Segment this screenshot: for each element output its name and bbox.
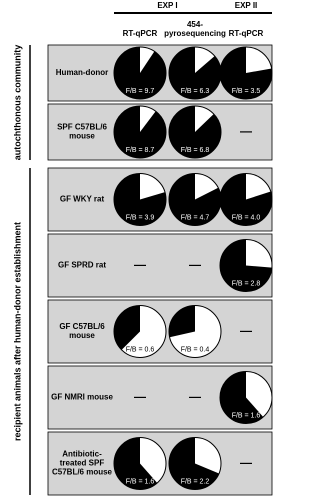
pie-outline bbox=[113, 305, 167, 358]
empty-mark: — bbox=[240, 456, 252, 470]
row-label: Antibiotic- bbox=[62, 450, 102, 459]
fb-label: F/B = 1.6 bbox=[232, 412, 261, 419]
pie-outline bbox=[113, 437, 167, 490]
row-label: C57BL/6 mouse bbox=[52, 468, 113, 477]
fb-label: F/B = 6.3 bbox=[181, 88, 210, 95]
row-label: GF NMRI mouse bbox=[51, 393, 113, 402]
pie-white bbox=[246, 239, 272, 268]
column-header: RT-qPCR bbox=[123, 29, 158, 38]
experiment-label: EXP I bbox=[157, 1, 177, 10]
fb-label: F/B = 8.7 bbox=[126, 147, 155, 154]
column-header: 454- bbox=[187, 20, 203, 29]
fb-label: F/B = 9.7 bbox=[126, 88, 155, 95]
pie-white bbox=[246, 371, 272, 417]
pie-outline bbox=[219, 239, 273, 292]
row-label: Human-donor bbox=[56, 68, 108, 77]
pie-outline bbox=[113, 46, 167, 100]
pie-outline bbox=[219, 371, 273, 424]
pie-outline bbox=[219, 173, 273, 226]
empty-mark: — bbox=[134, 258, 146, 272]
fb-label: F/B = 2.2 bbox=[181, 478, 210, 485]
row-label: mouse bbox=[69, 132, 95, 141]
pie-white bbox=[121, 305, 167, 358]
fb-label: F/B = 0.6 bbox=[126, 346, 155, 353]
pie-outline bbox=[113, 105, 167, 159]
pie-outline bbox=[168, 437, 222, 490]
pie-white bbox=[140, 46, 155, 73]
experiment-label: EXP II bbox=[235, 1, 258, 10]
fb-label: F/B = 4.0 bbox=[232, 214, 261, 221]
fb-label: F/B = 6.8 bbox=[181, 147, 210, 154]
empty-mark: — bbox=[189, 258, 201, 272]
empty-mark: — bbox=[189, 390, 201, 404]
fb-label: F/B = 3.5 bbox=[232, 88, 261, 95]
figure: EXP I RT-qPCR 454-pyrosequencing EXP II RT-q… bbox=[12, 1, 273, 496]
row-label: GF SPRD rat bbox=[58, 261, 106, 270]
pie-white bbox=[140, 106, 156, 132]
empty-mark: — bbox=[240, 324, 252, 338]
column-header: pyrosequencing bbox=[164, 29, 226, 38]
pie-white bbox=[246, 47, 272, 73]
pie-white bbox=[169, 305, 222, 358]
pie-white bbox=[140, 437, 166, 483]
pie-white bbox=[140, 173, 165, 200]
empty-mark: — bbox=[134, 390, 146, 404]
row-label: GF WKY rat bbox=[60, 195, 105, 204]
empty-mark: — bbox=[240, 124, 252, 138]
pie-white bbox=[195, 106, 214, 132]
pie-outline bbox=[219, 46, 273, 100]
row-label: SPF C57BL/6 bbox=[57, 123, 107, 132]
row-label: mouse bbox=[69, 331, 95, 340]
fb-label: F/B = 3.9 bbox=[126, 214, 155, 221]
group-label: recipient animals after human-donor esta… bbox=[12, 222, 22, 441]
pie-white bbox=[246, 173, 271, 200]
column-header: RT-qPCR bbox=[229, 29, 264, 38]
pie-white bbox=[195, 173, 219, 200]
pie-outline bbox=[113, 173, 167, 226]
row-label: GF C57BL/6 bbox=[59, 322, 105, 331]
group-label: autochthonous community bbox=[12, 45, 22, 161]
fb-label: F/B = 2.8 bbox=[232, 280, 261, 287]
row-label: treated SPF bbox=[60, 459, 105, 468]
pie-outline bbox=[168, 305, 222, 358]
fb-label: F/B = 4.7 bbox=[181, 214, 210, 221]
fb-label: F/B = 0.4 bbox=[181, 346, 210, 353]
fb-label: F/B = 1.6 bbox=[126, 478, 155, 485]
pie-outline bbox=[168, 105, 222, 159]
pie-white bbox=[195, 47, 215, 73]
